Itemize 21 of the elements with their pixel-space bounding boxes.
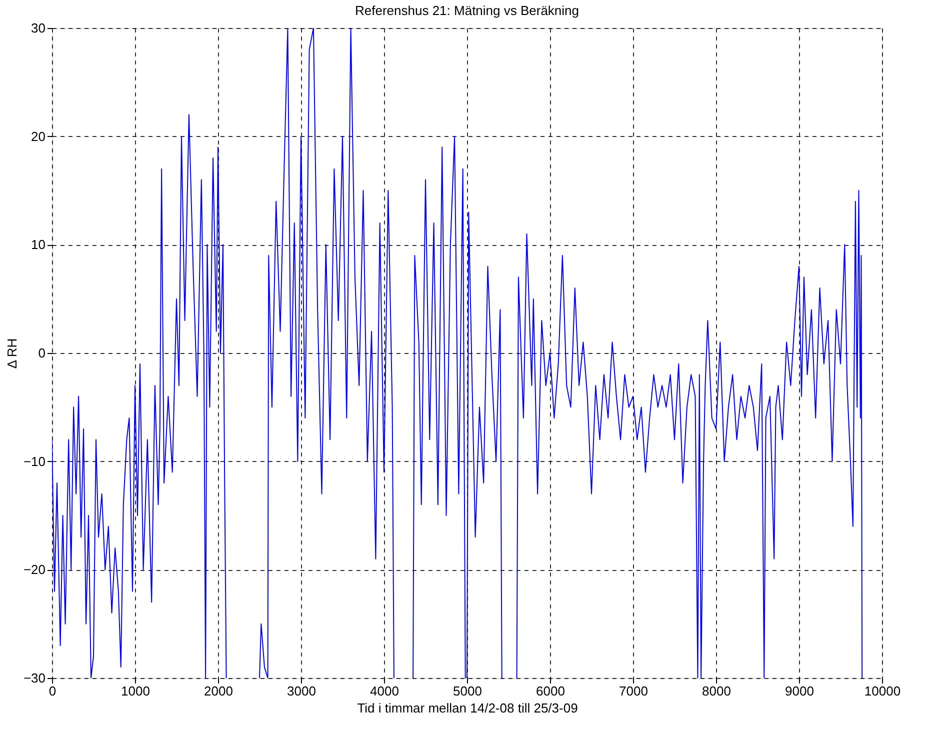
x-tick-label: 10000 [864, 684, 901, 698]
y-tick-label: −20 [23, 562, 46, 578]
x-tick-label: 3000 [287, 684, 316, 698]
y-axis-title: Δ RH [4, 338, 20, 369]
x-tick-label: 8000 [702, 684, 731, 698]
x-tick-label: 6000 [536, 684, 565, 698]
y-tick-label: 30 [31, 20, 46, 36]
chart-title: Referenshus 21: Mätning vs Beräkning [354, 3, 580, 18]
x-tick-label: 5000 [453, 684, 482, 698]
x-tick-label: 7000 [619, 684, 648, 698]
x-tick-label: 2000 [204, 684, 233, 698]
y-tick-label: −30 [23, 670, 46, 686]
y-tick-label: 0 [38, 346, 46, 360]
x-tick-label: 0 [48, 684, 56, 698]
x-axis-title: Tid i timmar mellan 14/2-08 till 25/3-09 [357, 700, 578, 716]
x-tick-label: 4000 [370, 684, 399, 698]
y-tick-label: −10 [23, 454, 46, 469]
x-tick-label: 9000 [785, 684, 814, 698]
y-tick-label: 20 [31, 128, 46, 144]
y-tick-label: 10 [31, 237, 46, 252]
x-tick-label: 1000 [121, 684, 150, 698]
